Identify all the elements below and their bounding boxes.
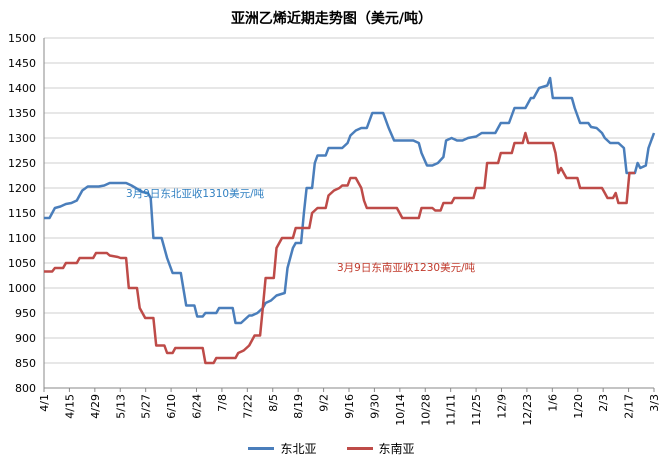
legend-swatch-southeast-asia bbox=[346, 447, 373, 450]
y-tick-label: 1250 bbox=[8, 157, 36, 170]
y-tick-label: 800 bbox=[15, 382, 36, 395]
x-tick-label: 3/3 bbox=[648, 394, 661, 412]
x-tick-label: 9/2 bbox=[318, 394, 331, 412]
x-tick-label: 8/5 bbox=[267, 394, 280, 412]
y-tick-label: 1050 bbox=[8, 257, 36, 270]
x-tick-label: 4/15 bbox=[63, 394, 76, 419]
y-tick-label: 1350 bbox=[8, 107, 36, 120]
annotation-northeast-asia: 3月9日东北亚收1310美元/吨 bbox=[126, 188, 265, 200]
legend: 东北亚 东南亚 bbox=[0, 440, 663, 457]
x-tick-label: 6/10 bbox=[165, 394, 178, 419]
x-tick-label: 4/1 bbox=[38, 394, 51, 412]
x-tick-label: 7/8 bbox=[216, 394, 229, 412]
x-tick-label: 1/6 bbox=[546, 394, 559, 412]
y-tick-label: 1450 bbox=[8, 57, 36, 70]
annotation-southeast-asia: 3月9日东南亚收1230美元/吨 bbox=[337, 262, 476, 274]
x-tick-label: 4/29 bbox=[89, 394, 102, 419]
y-tick-label: 1150 bbox=[8, 207, 36, 220]
series-lines bbox=[44, 76, 656, 365]
x-tick-label: 5/13 bbox=[114, 394, 127, 419]
y-tick-label: 850 bbox=[15, 357, 36, 370]
x-tick-label: 11/25 bbox=[470, 394, 483, 426]
x-tick-label: 9/16 bbox=[343, 394, 356, 419]
x-tick-label: 8/19 bbox=[292, 394, 305, 419]
x-tick-label: 2/3 bbox=[597, 394, 610, 412]
x-tick-label: 7/22 bbox=[241, 394, 254, 419]
y-tick-label: 900 bbox=[15, 332, 36, 345]
x-tick-label: 12/23 bbox=[521, 394, 534, 426]
y-tick-label: 950 bbox=[15, 307, 36, 320]
legend-swatch-northeast-asia bbox=[248, 447, 275, 450]
x-tick-label: 9/30 bbox=[368, 394, 381, 419]
legend-item-southeast-asia: 东南亚 bbox=[346, 440, 415, 457]
x-tick-label: 1/20 bbox=[572, 394, 585, 419]
legend-item-northeast-asia: 东北亚 bbox=[248, 440, 317, 457]
y-tick-label: 1000 bbox=[8, 282, 36, 295]
y-tick-label: 1200 bbox=[8, 182, 36, 195]
y-tick-label: 1400 bbox=[8, 82, 36, 95]
x-tick-label: 11/11 bbox=[445, 394, 458, 426]
legend-label-southeast-asia: 东南亚 bbox=[378, 442, 415, 456]
series-line-东北亚 bbox=[44, 76, 656, 325]
grid-lines bbox=[43, 37, 654, 389]
y-axis-ticks: 800 850 900 950 1000 1050 1100 1150 1200 1250 1300… bbox=[8, 32, 36, 395]
x-tick-label: 12/9 bbox=[496, 394, 509, 419]
series-line-东南亚 bbox=[44, 131, 635, 365]
legend-label-northeast-asia: 东北亚 bbox=[280, 442, 317, 456]
x-tick-label: 10/28 bbox=[419, 394, 432, 426]
x-tick-label: 6/24 bbox=[191, 394, 204, 419]
x-tick-label: 5/27 bbox=[140, 394, 153, 419]
chart-title: 亚洲乙烯近期走势图（美元/吨） bbox=[230, 11, 433, 27]
x-tick-label: 2/17 bbox=[623, 394, 636, 419]
y-tick-label: 1500 bbox=[8, 32, 36, 45]
y-tick-label: 1300 bbox=[8, 132, 36, 145]
x-tick-label: 10/14 bbox=[394, 394, 407, 426]
y-tick-label: 1100 bbox=[8, 232, 36, 245]
x-axis-ticks: 4/1 4/15 4/29 5/13 5/27 6/10 6/24 7/8 7/22 8/5 8/1… bbox=[38, 388, 661, 426]
